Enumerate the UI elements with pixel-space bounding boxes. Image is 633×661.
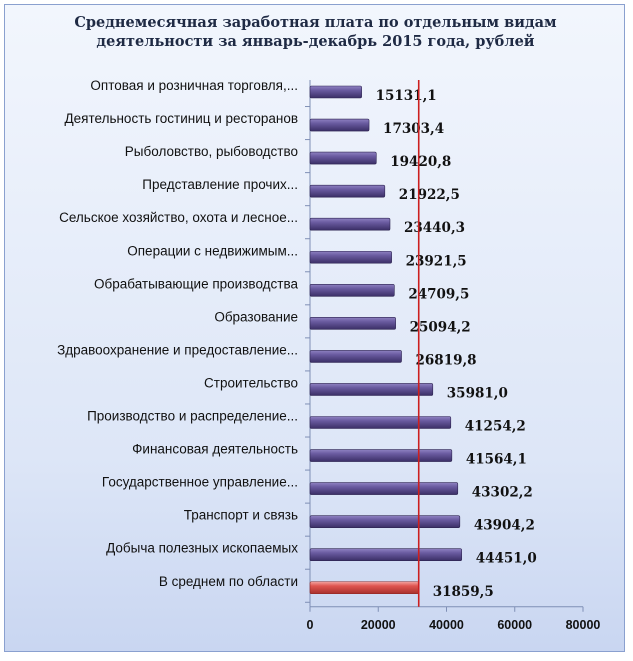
value-label: 44451,0 — [476, 551, 537, 567]
x-tick-label: 80000 — [566, 618, 601, 632]
category-label: Здравоохранение и предоставление... — [57, 342, 298, 357]
x-tick-label: 0 — [307, 618, 314, 632]
x-tick-label: 60000 — [497, 618, 532, 632]
bar — [309, 250, 392, 264]
chart-title: Среднемесячная заработная плата по отдел… — [74, 14, 557, 50]
category-label: Сельское хозяйство, охота и лесное... — [59, 210, 298, 225]
value-label: 21922,5 — [399, 187, 460, 203]
bar — [309, 151, 377, 165]
bar — [309, 548, 462, 562]
bar — [309, 184, 386, 198]
x-tick-label: 20000 — [361, 618, 396, 632]
bottom-strip — [0, 652, 633, 661]
x-tick-label: 40000 — [429, 618, 464, 632]
bar — [309, 85, 362, 99]
value-label: 19420,8 — [390, 154, 451, 170]
value-label: 25094,2 — [410, 319, 471, 335]
category-label: Государственное управление... — [102, 475, 298, 490]
value-label: 31859,5 — [433, 584, 494, 600]
category-label: Обрабатывающие производства — [94, 276, 298, 291]
bar — [309, 482, 459, 495]
category-label: Финансовая деятельность — [132, 442, 298, 457]
value-label: 43302,2 — [472, 485, 533, 501]
value-label: 23440,3 — [404, 220, 465, 236]
category-label: Транспорт и связь — [184, 508, 298, 523]
category-label: Строительство — [204, 375, 298, 390]
value-label: 24709,5 — [408, 286, 469, 302]
bar — [309, 515, 461, 528]
value-label: 35981,0 — [447, 385, 508, 401]
value-label: 26819,8 — [416, 352, 477, 368]
value-label: 23921,5 — [406, 253, 467, 269]
category-label: Рыболовство, рыбоводство — [125, 144, 298, 159]
category-label: Производство и распределение... — [87, 409, 298, 424]
chart-frame: Среднемесячная заработная плата по отдел… — [4, 4, 625, 652]
category-label: Представление прочих... — [142, 177, 298, 192]
bar — [309, 449, 453, 462]
value-label: 43904,2 — [474, 518, 535, 534]
value-label: 41254,2 — [465, 419, 526, 435]
bar — [309, 416, 452, 429]
category-label: В среднем по области — [159, 574, 298, 589]
bar — [309, 283, 395, 297]
category-label: Операции с недвижимым... — [127, 243, 298, 258]
category-label: Деятельность гостиниц и ресторанов — [65, 111, 298, 126]
value-label: 15131,1 — [376, 88, 437, 104]
category-label: Добыча полезных ископаемых — [106, 541, 298, 556]
bar — [309, 383, 434, 396]
bar — [309, 350, 402, 363]
bar-highlight — [309, 581, 420, 595]
value-label: 17303,4 — [383, 121, 444, 137]
bar — [309, 118, 370, 132]
bar — [309, 317, 396, 330]
category-label: Образование — [214, 309, 298, 324]
value-label: 41564,1 — [466, 452, 527, 468]
bar — [309, 217, 391, 231]
category-label: Оптовая и розничная торговля,... — [90, 78, 298, 93]
